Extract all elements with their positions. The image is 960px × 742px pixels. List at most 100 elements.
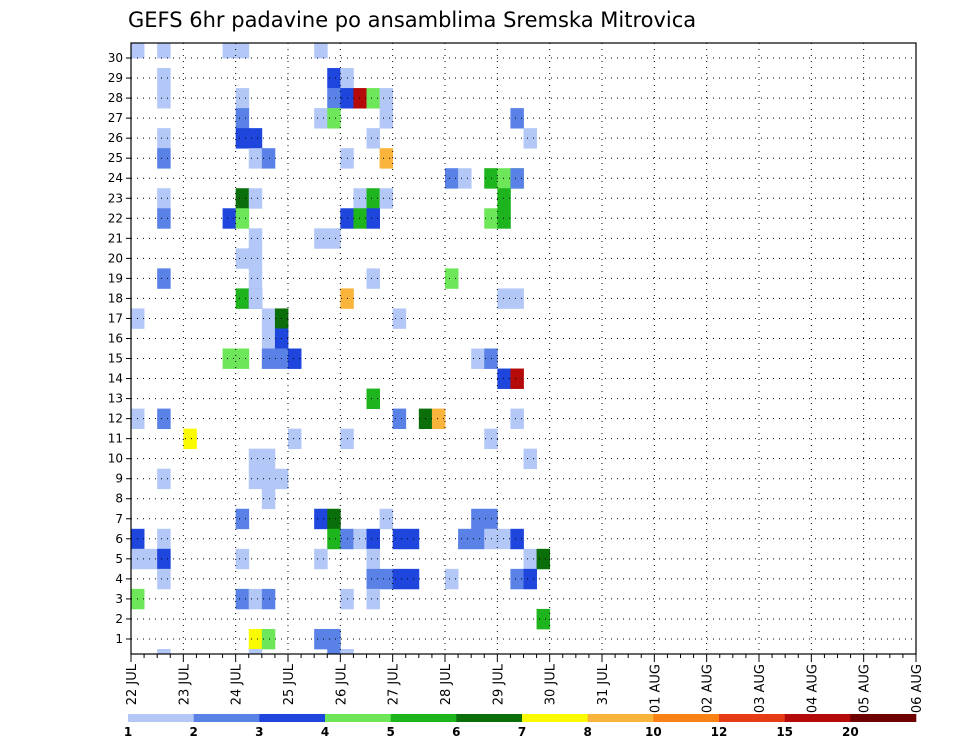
heatmap-cell	[392, 568, 407, 590]
colorbar-segment	[325, 714, 391, 722]
heatmap-cell	[484, 168, 498, 189]
heatmap-cell	[235, 188, 250, 209]
heatmap-cell	[471, 348, 485, 369]
heatmap-cell	[392, 308, 407, 329]
y-tick-label: 16	[108, 331, 123, 345]
heatmap-cell	[353, 528, 367, 550]
heatmap-cell	[235, 508, 250, 530]
heatmap-cell	[536, 608, 551, 630]
heatmap-cell	[379, 88, 394, 109]
heatmap-cell	[458, 168, 472, 189]
heatmap-cell	[484, 428, 498, 450]
x-axis: 22 JUL 23 JUL 24 JUL 25 JUL 26 JUL 27 JUL 28 J…	[125, 654, 925, 713]
heatmap-cell	[235, 288, 250, 309]
heatmap-cell	[327, 228, 341, 249]
heatmap-cell	[248, 128, 263, 149]
y-tick-label: 18	[108, 291, 123, 305]
heatmap-cell	[235, 108, 250, 129]
heatmap-cells	[131, 43, 551, 655]
heatmap-cell	[366, 588, 380, 610]
colorbar-segment	[653, 714, 720, 722]
heatmap-cell	[497, 188, 511, 209]
y-tick-label: 19	[108, 271, 123, 285]
heatmap-cell	[248, 588, 263, 610]
y-tick-label: 4	[115, 572, 123, 586]
heatmap-cell	[353, 208, 367, 229]
heatmap-cell	[510, 368, 524, 389]
heatmap-cell	[523, 128, 537, 149]
x-tick-label: 06 AUG	[910, 664, 925, 713]
x-tick-label: 23 JUL	[177, 663, 192, 705]
heatmap-cell	[222, 208, 237, 229]
y-tick-label: 30	[108, 51, 123, 65]
heatmap-cell	[458, 528, 472, 550]
heatmap-cell	[261, 328, 276, 349]
y-tick-label: 6	[115, 532, 123, 546]
x-tick-label: 28 JUL	[439, 663, 454, 705]
heatmap-cell	[157, 408, 171, 430]
heatmap-cell	[497, 368, 511, 389]
y-tick-label: 1	[115, 632, 123, 646]
heatmap-cell	[379, 188, 394, 209]
heatmap-cell	[445, 268, 459, 289]
colorbar-label: 3	[255, 725, 263, 739]
colorbar-label: 8	[583, 725, 591, 739]
heatmap-cell	[235, 588, 250, 610]
heatmap-cell	[235, 248, 250, 269]
x-tick-label: 24 JUL	[230, 663, 245, 705]
heatmap-cell	[183, 428, 197, 450]
colorbar-segment	[128, 714, 194, 722]
colorbar-label: 6	[452, 725, 460, 739]
y-tick-label: 13	[108, 392, 123, 406]
heatmap-cell	[353, 88, 367, 109]
heatmap-cell	[379, 568, 394, 590]
heatmap-cell	[484, 208, 498, 229]
heatmap-cell	[288, 348, 302, 369]
heatmap-cell	[484, 348, 498, 369]
heatmap-cell	[235, 208, 250, 229]
heatmap-cell	[248, 228, 263, 249]
heatmap-cell	[248, 468, 263, 490]
heatmap-cell	[327, 648, 341, 655]
heatmap-cell	[497, 208, 511, 229]
y-tick-label: 15	[108, 352, 123, 366]
heatmap-cell	[157, 548, 171, 570]
heatmap-cell	[510, 168, 524, 189]
heatmap-cell	[366, 268, 380, 289]
colorbar-segment	[719, 714, 785, 722]
heatmap-cell	[314, 508, 328, 530]
x-tick-label: 31 JUL	[596, 663, 611, 705]
heatmap-cell	[131, 43, 145, 59]
heatmap-cell	[327, 68, 341, 89]
heatmap-cell	[497, 168, 511, 189]
colorbar-segment	[193, 714, 260, 722]
heatmap-cell	[523, 568, 537, 590]
heatmap-cell	[261, 488, 276, 510]
x-tick-label: 25 JUL	[282, 663, 297, 705]
heatmap-cell	[314, 228, 328, 249]
heatmap-cell	[484, 528, 498, 550]
y-tick-label: 29	[108, 71, 123, 85]
heatmap-cell	[327, 108, 341, 129]
heatmap-cell	[235, 43, 250, 59]
heatmap-cell	[235, 348, 250, 369]
y-tick-label: 5	[115, 552, 123, 566]
y-tick-label: 22	[108, 211, 123, 225]
heatmap-cell	[157, 468, 171, 490]
x-tick-label: 03 AUG	[753, 664, 768, 713]
heatmap-cell	[379, 108, 394, 129]
y-tick-label: 28	[108, 91, 123, 105]
heatmap-cell	[327, 88, 341, 109]
heatmap-cell	[235, 88, 250, 109]
heatmap-cell	[248, 628, 263, 650]
heatmap-cell	[510, 528, 524, 550]
heatmap-cell	[366, 528, 380, 550]
heatmap-cell	[157, 528, 171, 550]
y-tick-label: 24	[108, 171, 123, 185]
heatmap-cell	[366, 88, 380, 109]
heatmap-cell	[431, 408, 446, 430]
y-tick-label: 25	[108, 151, 123, 165]
y-tick-label: 20	[108, 251, 123, 265]
heatmap-cell	[510, 568, 524, 590]
heatmap-cell	[314, 548, 328, 570]
